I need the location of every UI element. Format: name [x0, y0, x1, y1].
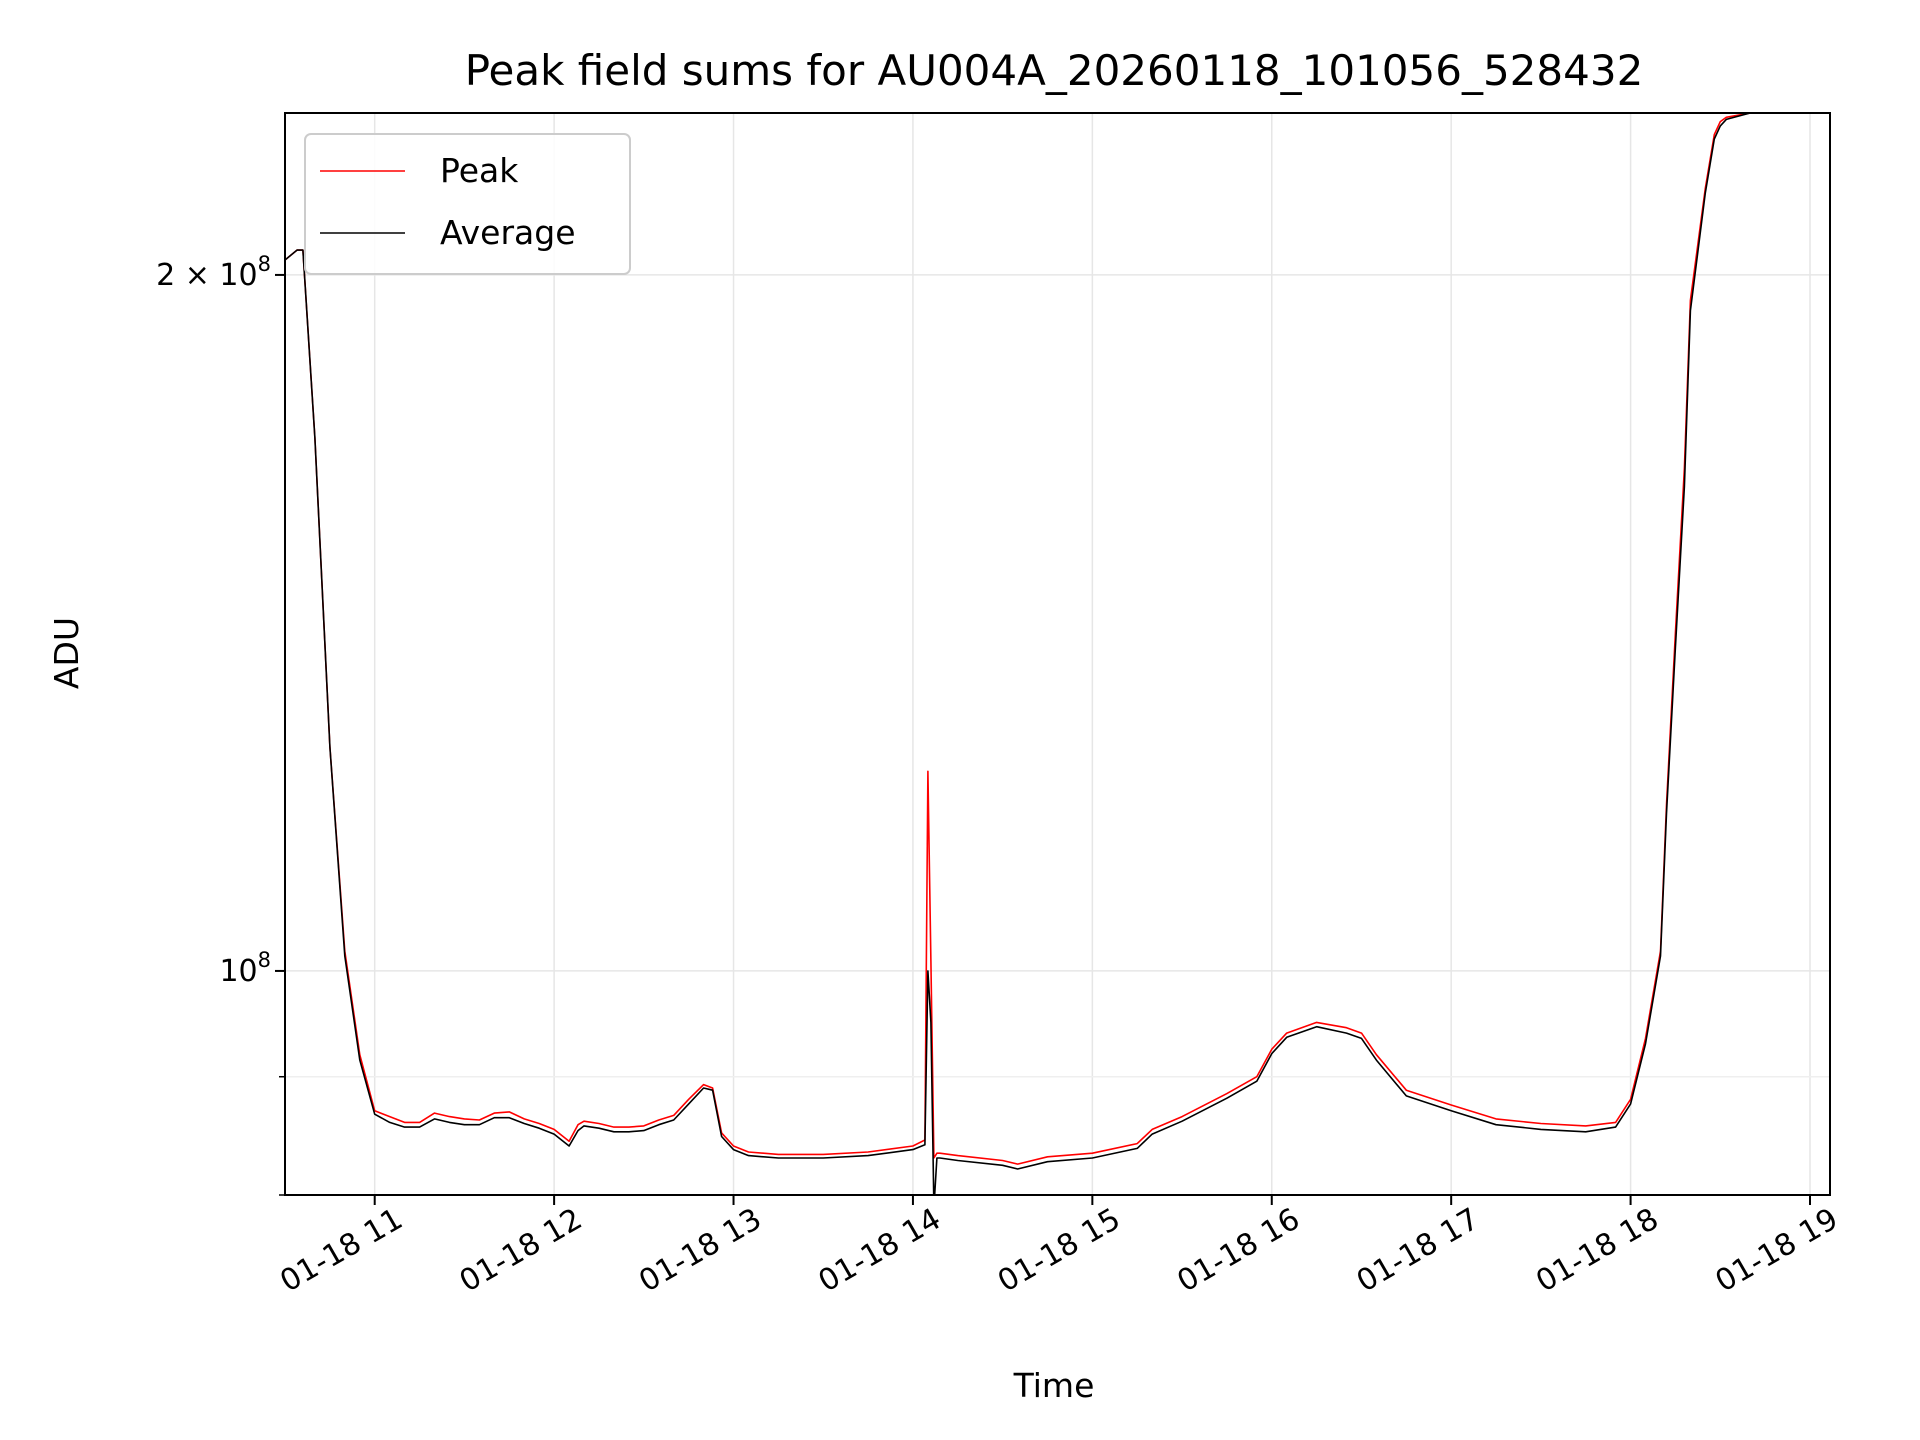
- y-tick-label: 2 × 108: [156, 252, 271, 293]
- chart-title: Peak field sums for AU004A_20260118_1010…: [465, 46, 1644, 95]
- legend: Peak Average: [304, 133, 631, 275]
- y-tick-label-exponent: 8: [258, 252, 271, 276]
- y-axis-label: ADU: [47, 617, 86, 689]
- grid: [285, 113, 1830, 1196]
- legend-label-peak: Peak: [440, 151, 519, 190]
- y-tick-label: 108: [219, 948, 271, 989]
- series-line-peak: [285, 113, 1753, 1165]
- series-line-average: [285, 113, 1753, 1195]
- plot-frame: [284, 112, 1831, 1196]
- plot-lines: [285, 113, 1753, 1195]
- x-axis-label: Time: [1013, 1366, 1095, 1405]
- legend-box: [304, 133, 631, 275]
- y-tick-label-exponent: 8: [258, 948, 271, 972]
- legend-label-average: Average: [440, 213, 576, 252]
- y-tick-label-base: 2 × 10: [156, 258, 257, 293]
- y-tick-label-base: 10: [219, 954, 257, 989]
